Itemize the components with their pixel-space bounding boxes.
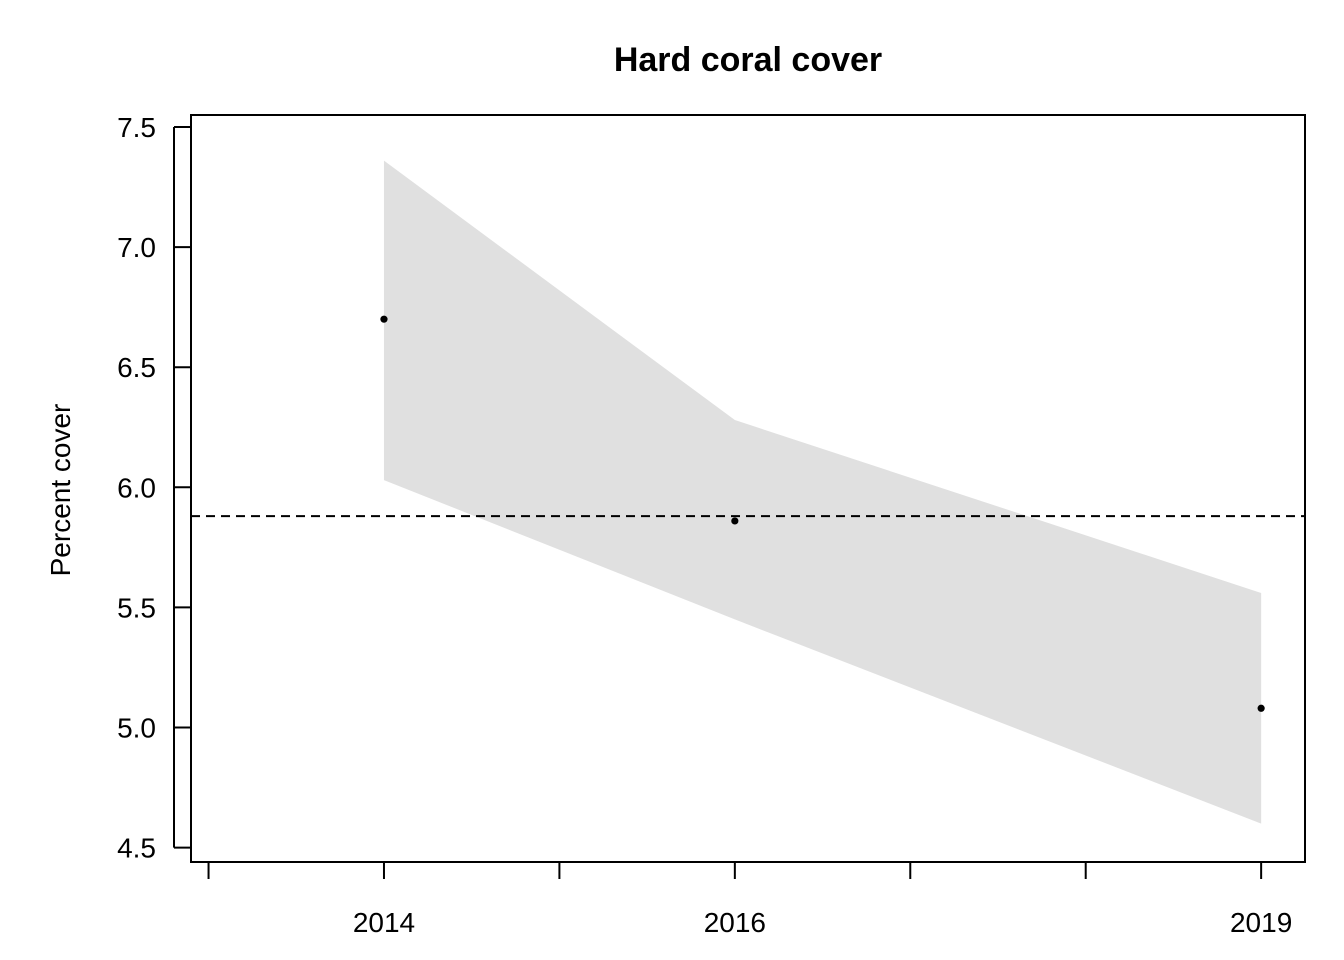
x-tick-label: 2019 [1230, 907, 1292, 938]
data-point [380, 315, 388, 323]
x-tick-label: 2016 [704, 907, 766, 938]
y-tick-label: 6.0 [117, 472, 156, 503]
y-tick-label: 7.5 [117, 112, 156, 143]
confidence-band [383, 160, 1262, 824]
y-tick-label: 5.0 [117, 712, 156, 743]
y-tick-label: 4.5 [117, 833, 156, 864]
y-tick-label: 6.5 [117, 352, 156, 383]
y-axis-label: Percent cover [45, 404, 76, 577]
data-point [731, 517, 739, 525]
y-tick-label: 7.0 [117, 232, 156, 263]
chart-title: Hard coral cover [614, 41, 882, 79]
data-point [1257, 704, 1265, 712]
y-tick-label: 5.5 [117, 592, 156, 623]
x-tick-label: 2014 [353, 907, 415, 938]
